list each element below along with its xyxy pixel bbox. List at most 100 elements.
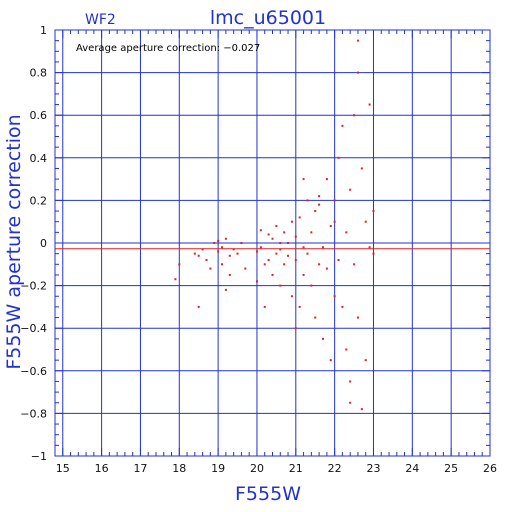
data-point: [321, 246, 324, 249]
data-point: [333, 199, 336, 202]
y-tick-label: 0: [40, 237, 47, 250]
x-tick-labels: 15 16 17 18 19 20 21 22 23 24 25 26: [56, 462, 497, 475]
x-tick-label: 15: [56, 462, 70, 475]
data-point: [298, 305, 301, 308]
data-point: [337, 156, 340, 159]
data-point: [310, 231, 313, 234]
data-point: [318, 203, 321, 206]
data-point: [271, 273, 274, 276]
y-tick-label: −0.8: [20, 407, 47, 420]
data-point: [228, 254, 231, 257]
data-point: [205, 259, 208, 262]
data-point: [263, 263, 266, 266]
data-point: [306, 252, 309, 255]
data-point: [224, 237, 227, 240]
x-tick-label: 26: [483, 462, 497, 475]
data-point: [197, 305, 200, 308]
data-point: [267, 259, 270, 262]
data-point: [349, 380, 352, 383]
data-point: [341, 124, 344, 127]
data-point: [368, 103, 371, 106]
y-tick-label: −0.6: [20, 365, 47, 378]
data-point: [341, 305, 344, 308]
data-point: [325, 267, 328, 270]
x-tick-label: 23: [366, 462, 380, 475]
data-point: [364, 359, 367, 362]
x-tick-label: 22: [328, 462, 342, 475]
data-point: [259, 246, 262, 249]
data-point: [318, 195, 321, 198]
data-point: [368, 246, 371, 249]
data-point: [290, 220, 293, 223]
data-point: [244, 267, 247, 270]
x-tick-label: 25: [444, 462, 458, 475]
data-point: [314, 316, 317, 319]
average-correction-annotation: Average aperture correction: −0.027: [76, 43, 260, 54]
data-point: [302, 178, 305, 181]
data-point: [318, 263, 321, 266]
data-point: [294, 235, 297, 238]
data-point: [221, 246, 224, 249]
data-point: [321, 337, 324, 340]
data-point: [271, 237, 274, 240]
data-point: [232, 248, 235, 251]
x-tick-label: 24: [405, 462, 419, 475]
data-point: [279, 284, 282, 287]
data-point: [298, 216, 301, 219]
data-point: [174, 278, 177, 281]
data-point: [353, 114, 356, 117]
y-tick-label: 0.6: [30, 109, 48, 122]
data-point: [356, 316, 359, 319]
x-tick-label: 20: [250, 462, 264, 475]
data-point: [240, 242, 243, 244]
x-tick-label: 16: [95, 462, 109, 475]
data-point: [310, 284, 313, 287]
data-point: [302, 273, 305, 276]
data-point: [364, 220, 367, 223]
data-point: [372, 210, 375, 213]
data-point: [360, 408, 363, 411]
data-point: [236, 252, 239, 255]
y-tick-label: 1: [40, 24, 47, 37]
data-point: [345, 348, 348, 351]
data-point: [287, 242, 290, 244]
data-point: [287, 254, 290, 257]
x-axis-label: F555W: [235, 483, 301, 505]
y-tick-label: −0.2: [20, 280, 47, 293]
data-point: [279, 242, 282, 244]
data-point: [255, 280, 258, 283]
data-point: [337, 259, 340, 262]
data-point: [349, 188, 352, 191]
data-point: [224, 288, 227, 291]
data-point: [275, 224, 278, 227]
data-point: [263, 305, 266, 308]
data-point: [360, 167, 363, 170]
data-point: [325, 178, 328, 181]
data-point: [306, 199, 309, 202]
x-tick-label: 21: [289, 462, 303, 475]
data-point: [217, 239, 220, 242]
data-point: [283, 263, 286, 266]
y-tick-label: 0.8: [30, 67, 48, 80]
x-tick-label: 18: [172, 462, 186, 475]
y-tick-labels: −1 −0.8 −0.6 −0.4 −0.2 0 0.2 0.4 0.6 0.8 1: [20, 24, 47, 463]
reference-lines: [55, 242, 490, 250]
data-point: [228, 273, 231, 276]
data-point: [294, 259, 297, 262]
data-point: [275, 252, 278, 255]
data-point: [213, 242, 216, 244]
data-point: [209, 267, 212, 270]
data-point: [333, 295, 336, 298]
data-point: [353, 263, 356, 266]
data-point: [217, 250, 220, 253]
data-point: [255, 250, 258, 253]
data-point: [329, 224, 332, 227]
data-point: [294, 327, 297, 330]
tick-marks: [54, 29, 491, 457]
chip-label: WF2: [85, 12, 116, 28]
y-tick-label: −0.4: [20, 322, 47, 335]
y-tick-label: 0.4: [30, 152, 48, 165]
data-point: [372, 252, 375, 255]
data-point: [197, 254, 200, 257]
